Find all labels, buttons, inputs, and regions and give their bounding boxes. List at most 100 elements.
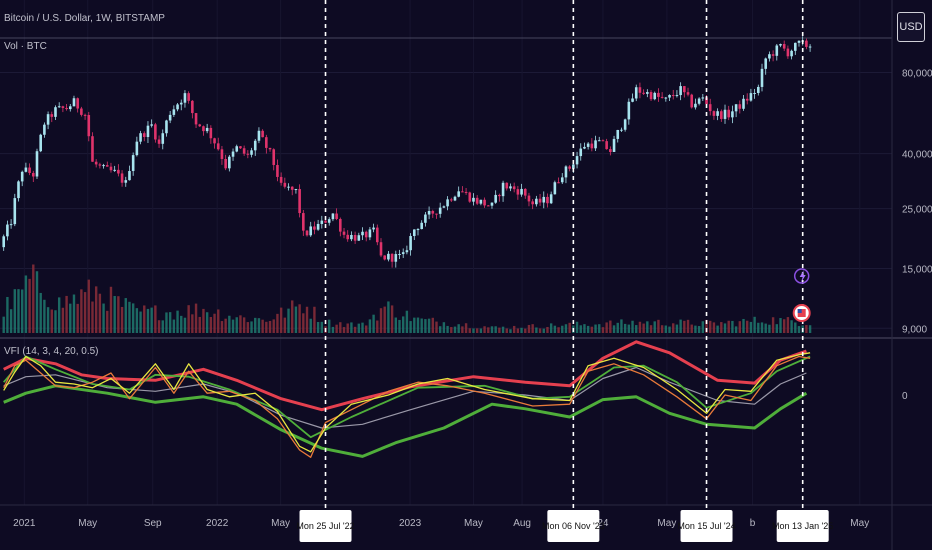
volume-bar [83,292,87,333]
candle-body [594,140,597,149]
candle-body [268,147,272,150]
volume-bar [768,324,771,333]
volume-bar [690,324,693,333]
candle-body [546,196,549,204]
volume-bar [376,320,379,333]
volume-bar [568,322,571,333]
candle-body [642,92,645,94]
time-axis-label: May [271,518,290,529]
volume-bar [357,323,361,333]
candle-body [361,231,364,236]
candle-body [287,186,290,188]
volume-bar [231,319,235,333]
volume-bar [54,310,57,333]
candle-body [790,50,793,57]
volume-bar [760,322,764,333]
volume-bar [305,306,309,333]
candle-body [154,124,157,140]
candle-body [35,151,39,177]
volume-bar [453,326,457,333]
candle-body [298,189,301,214]
volume-bar [501,326,505,333]
volume-bar [786,317,790,333]
candle-body [239,146,242,149]
currency-button[interactable]: USD [897,12,925,42]
volume-bar [361,322,364,333]
candle-body [535,198,538,205]
candle-body [135,141,139,156]
candle-body [564,166,568,178]
candle-body [161,133,165,144]
volume-bar [586,325,590,333]
volume-bar [686,319,690,333]
candle-body [387,253,390,260]
candle-body [505,182,509,189]
date-marker-label: Mon 15 Jul '24 [677,521,735,531]
candle-body [205,127,209,132]
volume-bar [76,303,79,333]
candle-body [486,205,490,207]
candle-body [549,194,553,204]
volume-bar [764,323,767,333]
candle-body [228,156,231,169]
volume-bar [365,325,368,333]
volume-bar [553,325,557,333]
candle-body [771,54,775,56]
volume-bar [808,325,812,333]
candle-body [601,140,605,142]
volume-bar [32,264,35,333]
volume-bar [146,308,150,333]
volume-bar [516,328,520,333]
volume-bar [6,296,9,333]
volume-bar [309,318,312,333]
candle-body [612,138,616,152]
volume-bar [664,325,668,333]
candle-body [657,92,660,97]
candle-body [168,114,172,121]
price-axis-label: 40,000 [902,150,932,161]
candle-body [723,109,727,119]
candle-body [623,119,627,130]
candle-body [339,218,342,232]
volume-bar [287,308,290,333]
candle-body [516,189,520,195]
candle-body [579,148,583,157]
candle-body [265,137,268,148]
candle-body [653,92,657,100]
volume-bar [694,325,697,333]
candle-body [605,141,608,150]
candle-body [401,252,405,255]
volume-bar [61,307,65,333]
volume-bar [409,321,412,333]
candle-body [357,235,361,241]
volume-bar [416,317,420,333]
candle-body [109,166,113,171]
volume-bar [675,324,679,333]
vfi-line-upper [3,340,807,412]
candle-body [242,148,246,154]
volume-bar [294,306,298,333]
candle-body [54,107,57,117]
indicator-label: VFI (14, 3, 4, 20, 0.5) [4,346,99,357]
volume-bar [616,322,619,333]
price-axis-label: 15,000 [902,264,932,275]
candle-body [13,198,17,225]
date-marker-box [776,510,829,542]
candle-body [383,255,387,260]
volume-bar [549,323,553,333]
volume-bar [272,319,275,333]
volume-bar [461,326,464,333]
volume-bar [479,328,483,333]
volume-bar [746,320,749,333]
candle-body [568,166,571,169]
volume-bar [113,296,116,333]
volume-bar [527,324,531,333]
candle-body [113,169,116,171]
volume-bar [291,300,294,333]
volume-bar [313,306,316,333]
volume-bar [701,321,705,333]
candle-body [634,87,638,99]
volume-bar [646,321,649,333]
volume-bar [224,318,227,333]
volume-bar [464,323,468,333]
